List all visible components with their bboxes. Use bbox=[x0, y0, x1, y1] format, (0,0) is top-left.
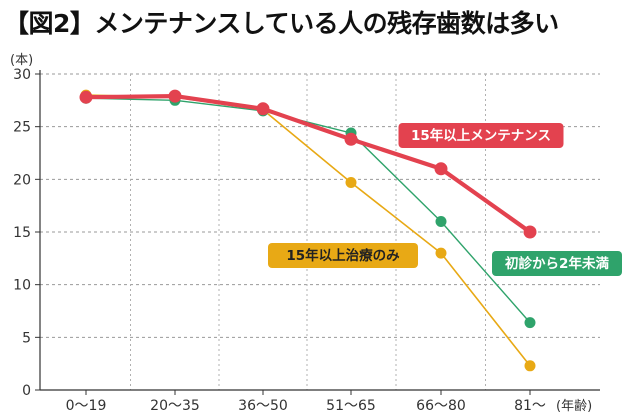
data-point bbox=[435, 216, 447, 227]
series-callout-label: 15年以上治療のみ bbox=[286, 247, 400, 264]
grid-lines bbox=[40, 73, 600, 390]
data-point bbox=[79, 90, 93, 104]
series-line bbox=[85, 93, 532, 234]
x-tick-label: 0〜19 bbox=[66, 398, 107, 414]
data-point bbox=[345, 177, 357, 188]
series-callout-box bbox=[268, 243, 418, 268]
series-callout-box bbox=[492, 251, 622, 276]
y-tick-label: 20 bbox=[13, 172, 31, 188]
y-tick-label: 30 bbox=[13, 67, 31, 83]
y-tick-label: 25 bbox=[13, 120, 31, 136]
data-point bbox=[524, 360, 536, 372]
series-callout-label: 15年以上メンテナンス bbox=[411, 127, 551, 144]
x-unit-label: (年齢) bbox=[556, 399, 592, 414]
data-point bbox=[524, 317, 536, 329]
data-point bbox=[168, 89, 182, 103]
data-point bbox=[344, 132, 358, 146]
y-tick-label: 5 bbox=[22, 330, 31, 346]
y-unit-label: (本) bbox=[10, 53, 33, 68]
y-tick-label: 0 bbox=[22, 383, 31, 399]
series-callout-box bbox=[398, 123, 564, 148]
x-tick-label: 51〜65 bbox=[326, 398, 376, 414]
x-tick-label: 66〜80 bbox=[416, 398, 466, 414]
data-point bbox=[434, 162, 448, 176]
x-tick-label: 20〜35 bbox=[150, 398, 200, 414]
labels: 0 5 10 15 20 25 30 0〜19 20〜35 36〜50 51〜65 66〜80 81〜 (… bbox=[10, 53, 622, 414]
series-callout-label: 初診から2年未満 bbox=[505, 255, 609, 272]
y-tick-label: 10 bbox=[13, 278, 31, 294]
series-lines bbox=[79, 89, 537, 372]
y-tick-label: 15 bbox=[13, 225, 31, 241]
x-tick-label: 81〜 bbox=[514, 398, 546, 414]
data-point bbox=[256, 102, 270, 116]
data-point bbox=[435, 247, 447, 259]
x-tick-label: 36〜50 bbox=[238, 398, 288, 414]
axes bbox=[35, 70, 600, 395]
chart-title: 【図2】メンテナンスしている人の残存歯数は多い bbox=[4, 9, 559, 38]
data-point bbox=[523, 225, 537, 239]
